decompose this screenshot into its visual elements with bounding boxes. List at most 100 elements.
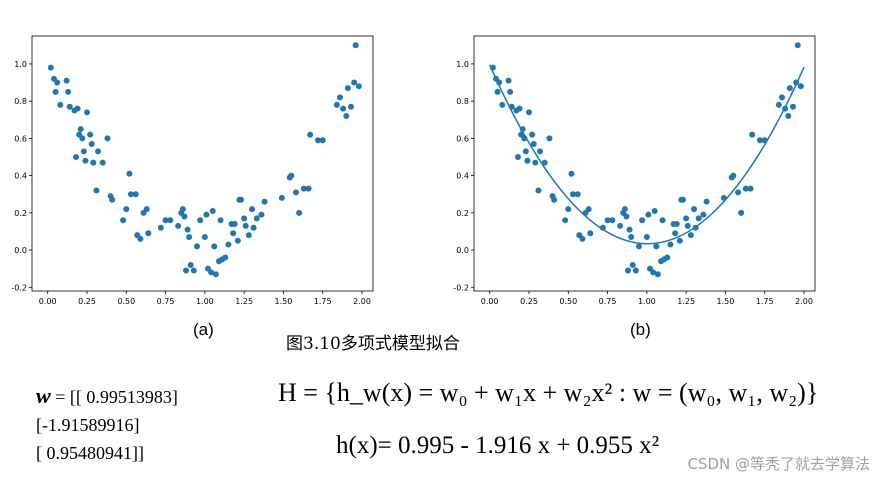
data-point bbox=[680, 196, 686, 203]
data-point bbox=[250, 224, 257, 231]
data-point bbox=[90, 159, 97, 166]
data-point bbox=[288, 172, 295, 179]
data-point bbox=[797, 83, 804, 90]
data-point bbox=[574, 191, 581, 198]
x-tick-label: 1.75 bbox=[314, 297, 332, 306]
data-point bbox=[579, 235, 586, 242]
hypothesis-space-equation: H = {h_w(x) = w₀ + w₁x + w₂x² : w = (w₀,… bbox=[278, 378, 819, 407]
y-tick-label: 1.0 bbox=[456, 60, 469, 69]
data-point bbox=[66, 103, 73, 110]
x-tick-label: 0.50 bbox=[559, 297, 577, 306]
data-point bbox=[530, 140, 537, 147]
data-point bbox=[230, 230, 237, 237]
data-point bbox=[695, 215, 702, 222]
data-point bbox=[344, 85, 351, 92]
data-point bbox=[720, 194, 727, 201]
data-point bbox=[52, 88, 59, 95]
weight-value-1: [-1.91589916] bbox=[36, 415, 140, 435]
data-point bbox=[565, 206, 572, 213]
x-tick-label: 1.50 bbox=[275, 297, 293, 306]
data-point bbox=[629, 261, 636, 268]
data-point bbox=[703, 198, 710, 205]
data-point bbox=[522, 148, 529, 155]
data-point bbox=[519, 126, 526, 133]
data-point bbox=[508, 103, 515, 110]
data-point bbox=[225, 241, 232, 248]
data-point bbox=[650, 269, 657, 276]
data-point bbox=[241, 215, 248, 222]
data-point bbox=[348, 103, 354, 110]
data-point bbox=[568, 170, 575, 177]
data-point bbox=[87, 131, 94, 138]
data-point bbox=[794, 42, 801, 49]
data-point bbox=[692, 224, 699, 231]
y-tick-label: 0.8 bbox=[456, 97, 469, 106]
data-point bbox=[167, 217, 174, 224]
data-point bbox=[278, 194, 285, 201]
data-point bbox=[779, 94, 785, 101]
weight-value-0: = [[ 0.99513983] bbox=[55, 387, 178, 407]
data-point bbox=[507, 88, 514, 95]
data-point bbox=[80, 148, 87, 155]
data-point bbox=[643, 234, 650, 241]
data-point bbox=[343, 113, 350, 120]
data-point bbox=[249, 206, 255, 213]
data-point bbox=[222, 254, 229, 261]
x-tick-label: 2.00 bbox=[795, 297, 813, 306]
data-point bbox=[730, 172, 737, 179]
data-point bbox=[300, 185, 307, 192]
data-point bbox=[529, 131, 536, 138]
x-tick-label: 0.00 bbox=[39, 297, 57, 306]
data-point bbox=[532, 159, 539, 166]
data-point bbox=[63, 77, 70, 84]
data-point bbox=[489, 64, 496, 71]
data-point bbox=[95, 148, 101, 155]
data-point bbox=[535, 187, 542, 194]
y-tick-label: 0.4 bbox=[456, 172, 469, 181]
weight-vector-row-3: [ 0.95480941]] bbox=[36, 439, 178, 467]
data-point bbox=[617, 222, 624, 229]
y-tick-label: 0.4 bbox=[14, 172, 27, 181]
data-point bbox=[687, 232, 694, 239]
plot-frame bbox=[31, 35, 374, 292]
data-point bbox=[672, 230, 679, 237]
data-point bbox=[782, 105, 789, 112]
data-point bbox=[201, 234, 208, 241]
data-point bbox=[645, 211, 652, 218]
data-point bbox=[521, 135, 528, 142]
data-point bbox=[785, 113, 792, 120]
data-point bbox=[623, 213, 630, 220]
data-point bbox=[585, 206, 592, 213]
data-point bbox=[183, 267, 189, 274]
data-point bbox=[537, 148, 543, 155]
data-point bbox=[186, 234, 193, 241]
x-tick-label: 1.00 bbox=[638, 297, 656, 306]
data-point bbox=[74, 105, 81, 112]
data-point bbox=[99, 159, 106, 166]
data-point bbox=[684, 222, 691, 229]
data-point bbox=[628, 234, 635, 241]
panel-label-a: (a) bbox=[193, 320, 214, 339]
data-point bbox=[632, 267, 639, 274]
data-point bbox=[757, 137, 763, 144]
x-tick-label: 0.25 bbox=[78, 297, 96, 306]
panel-label-b: (b) bbox=[630, 320, 651, 339]
y-tick-label: 0.2 bbox=[456, 209, 469, 218]
data-point bbox=[639, 217, 646, 224]
x-tick-label: 1.25 bbox=[677, 297, 695, 306]
data-point bbox=[333, 101, 340, 108]
data-point bbox=[738, 209, 745, 216]
y-tick-label: 0.6 bbox=[14, 134, 27, 143]
data-point bbox=[242, 222, 249, 229]
y-tick-label: -0.2 bbox=[453, 283, 469, 292]
x-tick-label: 0.25 bbox=[520, 297, 538, 306]
data-point bbox=[587, 230, 594, 237]
y-tick-label: 1.0 bbox=[14, 60, 27, 69]
x-tick-label: 1.00 bbox=[196, 297, 214, 306]
data-point bbox=[749, 131, 756, 138]
data-point bbox=[305, 185, 312, 192]
data-point bbox=[651, 207, 658, 214]
x-tick-label: 1.25 bbox=[235, 297, 253, 306]
data-point bbox=[54, 79, 61, 86]
